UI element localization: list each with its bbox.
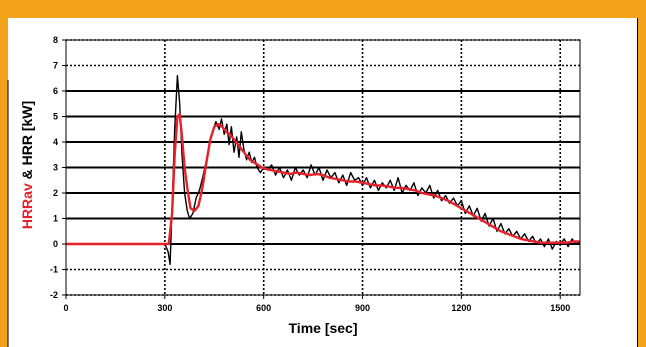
x-tick-label: 300 — [157, 303, 172, 313]
x-tick-label: 0 — [63, 303, 68, 313]
y-tick-label: 3 — [53, 163, 58, 173]
y-tick-label: 0 — [53, 239, 58, 249]
y-tick-label: 2 — [53, 188, 58, 198]
series-group — [66, 74, 581, 266]
x-ticks: 0 300 600 900 1200 1500 — [63, 295, 570, 313]
x-tick-label: 1500 — [550, 303, 570, 313]
x-axis-label: Time [sec] — [289, 320, 358, 336]
y-label-hrrav: HRRav — [19, 183, 35, 229]
y-tick-label: 6 — [53, 86, 58, 96]
y-label-hrr: & HRR [kW] — [19, 101, 35, 183]
x-tick-label: 1200 — [451, 303, 471, 313]
y-axis-label: HRRav & HRR [kW] — [19, 101, 35, 229]
y-tick-label: -1 — [50, 265, 58, 275]
y-tick-label: 4 — [53, 137, 58, 147]
orange-corner-block — [0, 18, 8, 80]
chart-panel — [8, 18, 638, 347]
y-tick-label: 7 — [53, 61, 58, 71]
series-line-hrrav — [66, 112, 580, 246]
y-tick-label: 5 — [53, 112, 58, 122]
y-ticks: -2 -1 0 1 2 3 4 5 6 7 8 — [50, 35, 66, 300]
x-tick-label: 900 — [355, 303, 370, 313]
y-tick-label: 8 — [53, 35, 58, 45]
y-tick-label: 1 — [53, 214, 58, 224]
x-tick-label: 600 — [256, 303, 271, 313]
y-tick-label: -2 — [50, 290, 58, 300]
